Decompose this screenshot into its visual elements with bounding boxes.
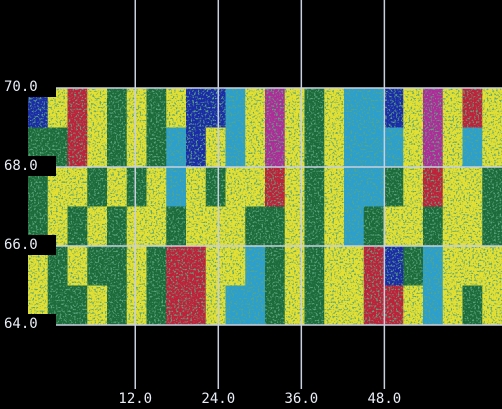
tick-label-bg	[360, 389, 409, 407]
x-tick-label: 24.0	[201, 391, 235, 407]
tick-label-bg	[277, 389, 326, 407]
y-tick-label: 66.0	[4, 237, 38, 253]
y-tick-label: 70.0	[4, 79, 38, 95]
y-tick-label: 64.0	[4, 316, 38, 332]
speckle-texture	[28, 88, 502, 325]
tick-label-bg	[2, 77, 56, 97]
tick-label-bg	[2, 314, 56, 334]
tick-label-bg	[111, 389, 160, 407]
x-tick-label: 36.0	[284, 391, 318, 407]
y-tick-label: 68.0	[4, 158, 38, 174]
x-tick-label: 48.0	[368, 391, 402, 407]
x-tick-label: 12.0	[118, 391, 152, 407]
tick-label-bg	[2, 235, 56, 255]
tick-label-bg	[194, 389, 243, 407]
tick-label-bg	[2, 156, 56, 176]
